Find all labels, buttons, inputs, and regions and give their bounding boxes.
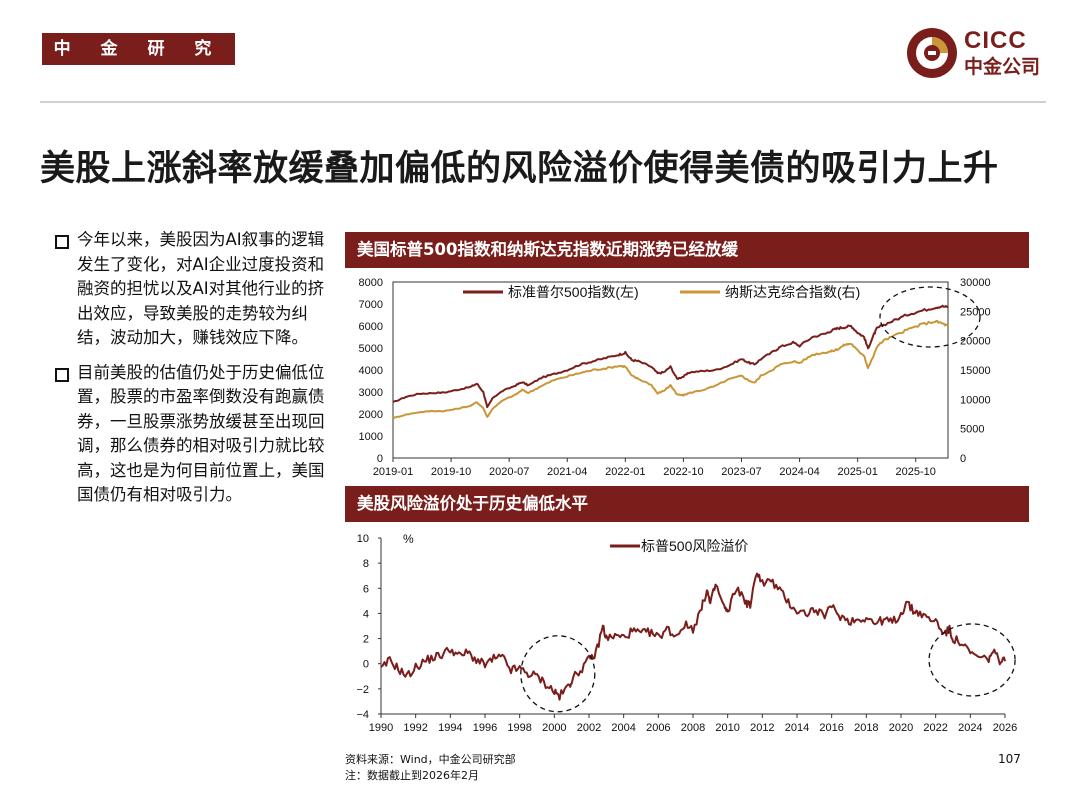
chart1-right-tick-label: 0 <box>960 453 966 465</box>
chart2-x-tick-label: 2002 <box>577 722 601 734</box>
source-note: 资料来源：Wind，中金公司研究部 <box>345 753 516 766</box>
chart2-x-tick-label: 2012 <box>750 722 774 734</box>
chart1-x-tick-label: 2019-01 <box>373 466 413 478</box>
header-divider <box>40 101 1046 103</box>
chart2-y-unit-label: % <box>403 532 414 546</box>
chart2-y-tick-label: 6 <box>363 583 369 595</box>
chart2-x-tick-label: 2014 <box>785 722 809 734</box>
chart1-left-tick-label: 2000 <box>359 409 383 421</box>
chart1-left-tick-label: 4000 <box>359 365 383 377</box>
chart2-x-tick-label: 1990 <box>369 722 393 734</box>
chart2-x-tick-label: 1996 <box>473 722 497 734</box>
bullet-square-icon <box>55 235 69 249</box>
chart2-x-tick-label: 2022 <box>923 722 947 734</box>
chart2-title-bar: 美股风险溢价处于历史偏低水平 <box>345 486 1029 522</box>
chart2-risk-premium: −4 −2 0 2 4 6 8 10 % 1990 1992 1994 1996 1998 2000 2002… <box>356 532 1017 734</box>
bullet-item: 今年以来，美股因为AI叙事的逻辑发生了变化，对AI企业过度投资和融资的担忧以及A… <box>55 228 335 351</box>
chart1-index-trend: 0 1000 2000 3000 4000 5000 6000 7000 8000 0 5000 10… <box>359 277 991 478</box>
chart1-right-tick-label: 25000 <box>960 306 991 318</box>
page-title: 美股上涨斜率放缓叠加偏低的风险溢价使得美债的吸引力上升 <box>40 149 999 189</box>
chart2-y-tick-label: 0 <box>363 659 369 671</box>
chart1-right-tick-label: 10000 <box>960 394 991 406</box>
logo-chinese: 中金公司 <box>964 56 1041 78</box>
chart1-left-tick-label: 5000 <box>359 343 383 355</box>
bullet-item: 目前美股的估值仍处于历史偏低位置，股票的市盈率倒数没有跑赢债券，一旦股票涨势放缓… <box>55 361 335 508</box>
chart2-x-tick-label: 2006 <box>646 722 670 734</box>
chart1-x-tick-label: 2025-10 <box>896 466 936 478</box>
chart2-y-tick-label: 2 <box>363 634 369 646</box>
data-cutoff-note: 注：数据截止到2026年2月 <box>345 769 479 782</box>
chart2-highlight-ellipse-2000 <box>520 635 596 713</box>
chart2-y-tick-label: −2 <box>356 684 369 696</box>
chart1-x-tick-label: 2021-04 <box>547 466 587 478</box>
chart1-x-tick-label: 2024-04 <box>779 466 819 478</box>
bullet-list: 今年以来，美股因为AI叙事的逻辑发生了变化，对AI企业过度投资和融资的担忧以及A… <box>55 228 335 518</box>
chart1-x-tick-label: 2022-01 <box>605 466 645 478</box>
chart2-legend-label: 标普500风险溢价 <box>641 538 748 554</box>
chart2-y-tick-label: 10 <box>357 533 369 545</box>
chart1-highlight-ellipse <box>879 286 981 348</box>
bullet-text: 今年以来，美股因为AI叙事的逻辑发生了变化，对AI企业过度投资和融资的担忧以及A… <box>77 230 325 347</box>
chart2-y-tick-label: −4 <box>356 709 369 721</box>
chart1-x-tick-label: 2023-07 <box>721 466 761 478</box>
cicc-logo-icon <box>907 28 957 78</box>
chart1-plot-frame <box>392 281 949 459</box>
logo-english: CICC <box>964 27 1027 54</box>
chart2-x-tick-label: 2018 <box>854 722 878 734</box>
chart2-x-tick-label: 2004 <box>611 722 635 734</box>
chart1-right-tick-label: 5000 <box>960 424 984 436</box>
chart1-x-tick-label: 2022-10 <box>663 466 703 478</box>
chart2-x-tick-label: 1998 <box>507 722 531 734</box>
chart1-x-tick-label: 2020-07 <box>489 466 529 478</box>
page-number: 107 <box>998 752 1021 766</box>
chart2-x-tick-label: 2010 <box>715 722 739 734</box>
chart1-right-tick-label: 30000 <box>960 277 991 289</box>
chart2-x-tick-label: 2000 <box>542 722 566 734</box>
cicc-logo: CICC 中金公司 <box>906 27 1056 79</box>
chart1-left-tick-label: 0 <box>377 453 383 465</box>
chart1-left-tick-label: 7000 <box>359 299 383 311</box>
chart2-highlight-ellipse-2024 <box>928 623 1016 697</box>
chart1-legend-label: 纳斯达克综合指数(右) <box>725 284 860 300</box>
chart1-left-tick-label: 3000 <box>359 387 383 399</box>
chart1-title-bar: 美国标普500指数和纳斯达克指数近期涨势已经放缓 <box>345 232 1029 268</box>
chart2-y-tick-label: 8 <box>363 558 369 570</box>
chart2-x-tick-label: 1992 <box>403 722 427 734</box>
chart1-series-line <box>392 319 949 420</box>
chart2-x-tick-label: 2026 <box>993 722 1017 734</box>
chart1-series-line <box>392 304 949 409</box>
chart2-x-tick-label: 2020 <box>889 722 913 734</box>
chart2-x-tick-label: 2024 <box>958 722 982 734</box>
department-label: 中 金 研 究 部 <box>42 33 235 91</box>
chart1-legend-label: 标准普尔500指数(左) <box>508 284 639 300</box>
chart1-right-tick-label: 15000 <box>960 365 991 377</box>
chart1-left-tick-label: 6000 <box>359 321 383 333</box>
chart2-y-tick-label: 4 <box>363 608 369 620</box>
chart2-x-tick-label: 2008 <box>681 722 705 734</box>
chart1-right-tick-label: 20000 <box>960 336 991 348</box>
chart1-left-tick-label: 1000 <box>359 431 383 443</box>
chart1-left-tick-label: 8000 <box>359 277 383 289</box>
chart2-x-tick-label: 2016 <box>819 722 843 734</box>
chart2-x-tick-label: 1994 <box>438 722 462 734</box>
bullet-text: 目前美股的估值仍处于历史偏低位置，股票的市盈率倒数没有跑赢债券，一旦股票涨势放缓… <box>77 362 325 505</box>
chart2-series-line <box>380 572 1006 701</box>
chart1-x-tick-label: 2019-10 <box>431 466 471 478</box>
chart1-x-tick-label: 2025-01 <box>837 466 877 478</box>
bullet-square-icon <box>55 367 69 382</box>
